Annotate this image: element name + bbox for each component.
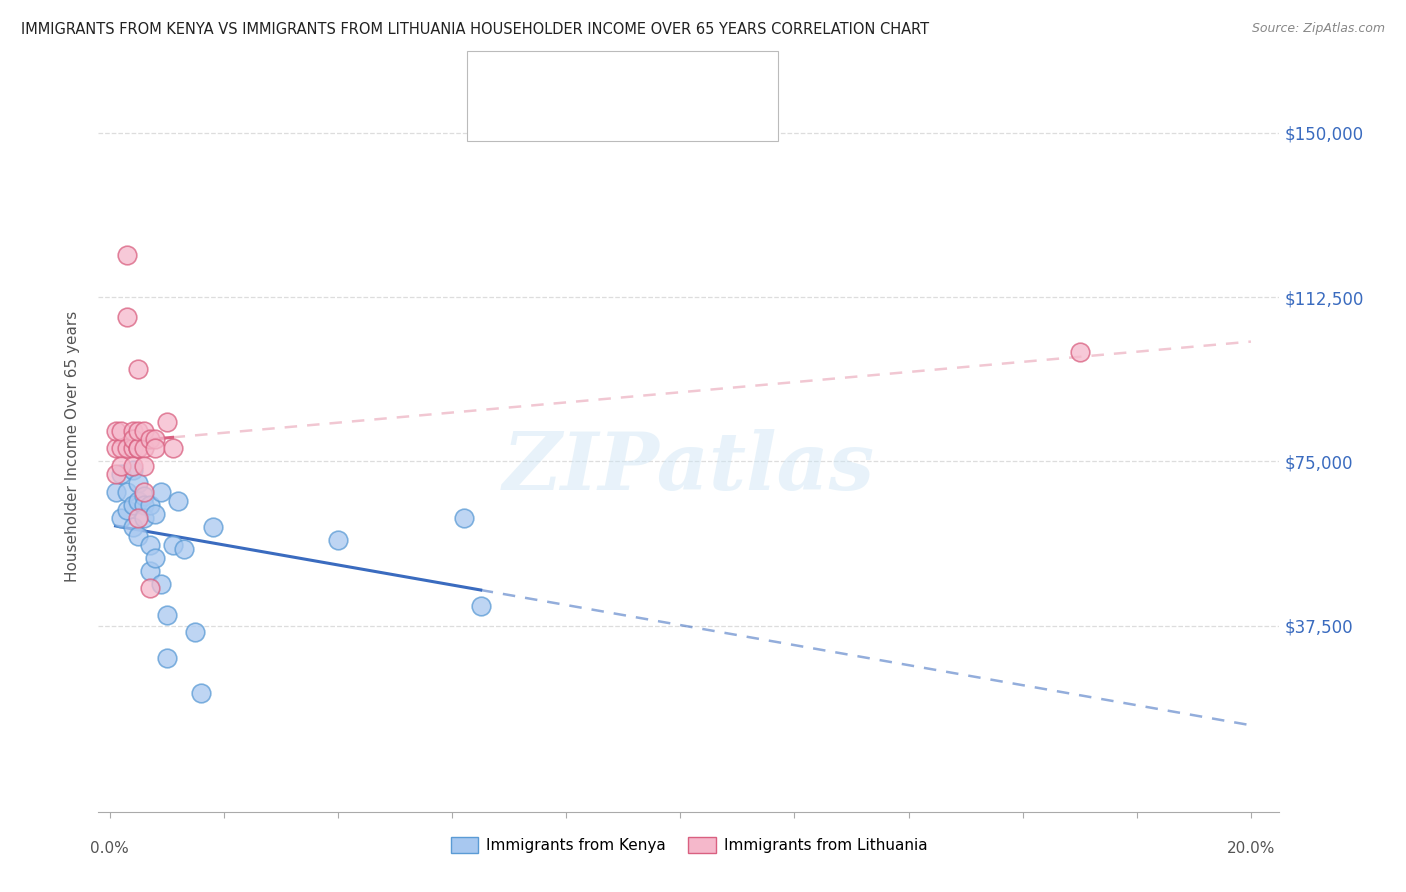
Point (127, 476, 149, 491)
Point (167, 493, 190, 508)
Point (121, 498, 143, 512)
Point (156, 651, 179, 665)
Point (127, 441, 149, 455)
Point (156, 415, 179, 429)
Point (326, 533, 349, 548)
Point (110, 458, 132, 473)
Point (139, 537, 162, 551)
Text: R =: R = (524, 69, 558, 84)
Point (145, 433, 167, 447)
Text: 29: 29 (662, 108, 683, 123)
Point (121, 441, 143, 455)
Point (127, 441, 149, 455)
Text: IMMIGRANTS FROM KENYA VS IMMIGRANTS FROM LITHUANIA HOUSEHOLDER INCOME OVER 65 YE: IMMIGRANTS FROM KENYA VS IMMIGRANTS FROM… (21, 22, 929, 37)
Text: 32: 32 (662, 69, 683, 84)
Point (121, 458, 143, 473)
Point (453, 511, 475, 525)
Point (104, 424, 127, 438)
Point (127, 529, 149, 543)
Point (121, 463, 143, 477)
Point (190, 686, 212, 700)
Point (104, 485, 127, 500)
Point (139, 498, 162, 512)
Point (104, 467, 127, 482)
Point (132, 441, 155, 455)
Point (156, 607, 179, 622)
Point (139, 433, 162, 447)
Text: R =: R = (524, 108, 558, 123)
Point (110, 467, 132, 482)
Point (121, 433, 143, 447)
Y-axis label: Householder Income Over 65 years: Householder Income Over 65 years (65, 310, 80, 582)
Point (127, 511, 149, 525)
Point (110, 424, 132, 438)
Point (127, 362, 149, 376)
Point (201, 520, 224, 534)
Text: N =: N = (620, 69, 664, 84)
Point (145, 550, 167, 565)
Point (127, 424, 149, 438)
Point (115, 502, 138, 516)
Point (132, 485, 155, 500)
Point (104, 441, 127, 455)
Point (132, 489, 155, 503)
Point (115, 248, 138, 262)
Point (1069, 344, 1091, 359)
Point (127, 493, 149, 508)
Text: -0.530: -0.530 (564, 69, 619, 84)
Point (145, 507, 167, 521)
Point (173, 541, 195, 556)
Text: Source: ZipAtlas.com: Source: ZipAtlas.com (1251, 22, 1385, 36)
Point (110, 511, 132, 525)
Text: N =: N = (620, 108, 664, 123)
Point (132, 511, 155, 525)
Text: 0.054: 0.054 (564, 108, 617, 123)
FancyBboxPatch shape (484, 106, 512, 129)
Point (110, 441, 132, 455)
Point (132, 424, 155, 438)
Point (115, 485, 138, 500)
Text: 0.0%: 0.0% (90, 841, 129, 856)
Point (132, 498, 155, 512)
FancyBboxPatch shape (484, 68, 512, 90)
Point (132, 458, 155, 473)
Point (115, 310, 138, 324)
Point (115, 441, 138, 455)
Point (150, 485, 173, 500)
Text: 20.0%: 20.0% (1227, 841, 1275, 856)
Point (150, 577, 173, 591)
Point (145, 441, 167, 455)
Point (162, 441, 184, 455)
Legend: Immigrants from Kenya, Immigrants from Lithuania: Immigrants from Kenya, Immigrants from L… (444, 830, 934, 859)
Point (139, 564, 162, 578)
Point (162, 537, 184, 551)
Text: ZIPatlas: ZIPatlas (503, 429, 875, 507)
Point (470, 599, 492, 613)
Point (121, 520, 143, 534)
Point (121, 424, 143, 438)
Point (139, 582, 162, 596)
Point (184, 625, 207, 640)
